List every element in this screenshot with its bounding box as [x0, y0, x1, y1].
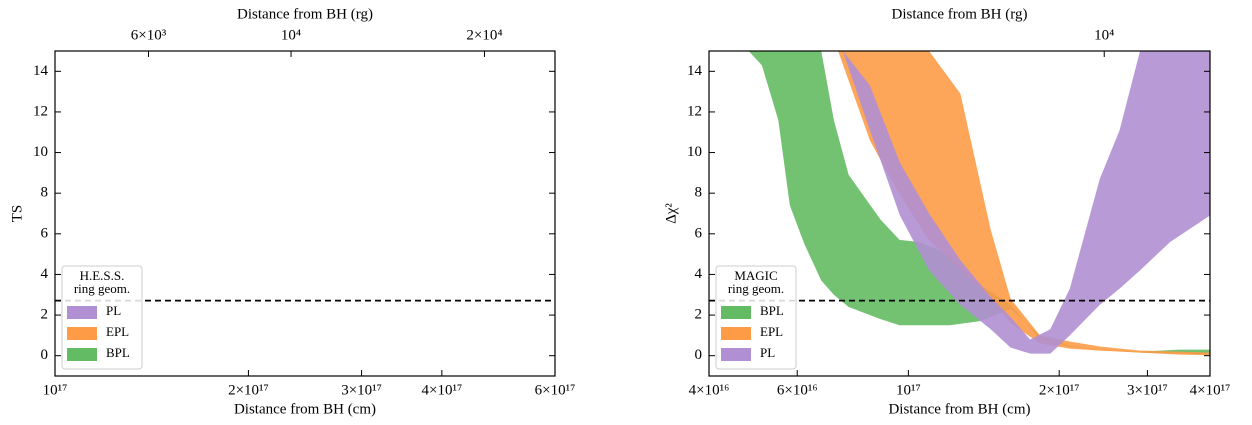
- x-tick-label: 6×10¹⁷: [535, 382, 576, 398]
- x-tick-label: 6×10¹⁶: [777, 382, 818, 398]
- x-tick-label: 2×10¹⁷: [228, 382, 269, 398]
- x-tick-label: 4×10¹⁷: [1190, 382, 1231, 398]
- y-tick-label: 14: [33, 63, 49, 79]
- x2-tick-label: 10⁴: [281, 27, 301, 43]
- y-tick-label: 10: [33, 144, 48, 160]
- y-tick-label: 12: [687, 103, 702, 119]
- x2-tick-label: 2×10⁴: [466, 27, 502, 43]
- y-tick-label: 8: [695, 185, 703, 201]
- legend-title: ring geom.: [74, 281, 130, 296]
- y-tick-label: 10: [687, 144, 702, 160]
- legend-box: [61, 265, 143, 370]
- legend-swatch: [721, 306, 751, 319]
- legend-title: MAGIC: [734, 268, 777, 283]
- band: [842, 51, 1210, 354]
- y-tick-label: 14: [687, 63, 703, 79]
- x-tick-label: 4×10¹⁷: [422, 382, 463, 398]
- x-tick-label: 3×10¹⁷: [1127, 382, 1168, 398]
- legend-label: PL: [106, 303, 121, 318]
- y-axis-label: TS: [9, 205, 25, 223]
- legend-swatch: [67, 306, 97, 319]
- y-tick-label: 12: [33, 103, 48, 119]
- x-tick-label: 2×10¹⁷: [1039, 382, 1080, 398]
- legend-swatch: [721, 327, 751, 340]
- legend-label: EPL: [106, 324, 129, 339]
- y-axis-label: Δχ²: [663, 203, 679, 224]
- legend-swatch: [67, 327, 97, 340]
- legend-label: PL: [760, 345, 775, 360]
- y-tick-label: 2: [695, 307, 703, 323]
- x-axis-label: Distance from BH (cm): [888, 401, 1030, 417]
- x2-axis-label: Distance from BH (rg): [237, 6, 373, 22]
- legend-box: [715, 265, 797, 370]
- x-tick-label: 3×10¹⁷: [341, 382, 382, 398]
- x-tick-label: 10¹⁷: [896, 382, 921, 398]
- x2-tick-label: 10⁴: [1094, 27, 1114, 43]
- y-tick-label: 0: [695, 347, 703, 363]
- legend-label: EPL: [760, 324, 783, 339]
- legend-title: H.E.S.S.: [80, 268, 125, 283]
- band: [748, 51, 1210, 355]
- legend-label: BPL: [760, 303, 784, 318]
- y-tick-label: 2: [41, 307, 49, 323]
- x-tick-label: 10¹⁷: [43, 382, 68, 398]
- x-tick-label: 4×10¹⁶: [689, 382, 730, 398]
- y-tick-label: 6: [695, 225, 703, 241]
- x-axis-label: Distance from BH (cm): [234, 401, 376, 417]
- frame: [708, 50, 1211, 377]
- legend-title: ring geom.: [728, 281, 784, 296]
- y-tick-label: 4: [695, 266, 703, 282]
- legend-swatch: [67, 348, 97, 361]
- y-tick-label: 6: [41, 225, 49, 241]
- legend-swatch: [721, 348, 751, 361]
- y-tick-label: 4: [41, 266, 49, 282]
- panel: 0 2 4 6 8 10 12 14 10¹⁷ 2×10¹⁷ 3×10¹⁷ 4×10¹⁷ 6×10¹⁷ 6…: [9, 6, 575, 417]
- y-tick-label: 8: [41, 185, 49, 201]
- panel: 0 2 4 6 8 10 12 14 4×10¹⁶ 6×10¹⁶ 10¹⁷ 2×10¹⁷ 3×10¹⁷ 4…: [663, 6, 1230, 417]
- x2-tick-label: 6×10³: [131, 27, 167, 43]
- legend-label: BPL: [106, 345, 130, 360]
- band: [838, 51, 1210, 356]
- y-tick-label: 0: [41, 347, 49, 363]
- frame: [54, 50, 556, 377]
- x2-axis-label: Distance from BH (rg): [892, 6, 1028, 22]
